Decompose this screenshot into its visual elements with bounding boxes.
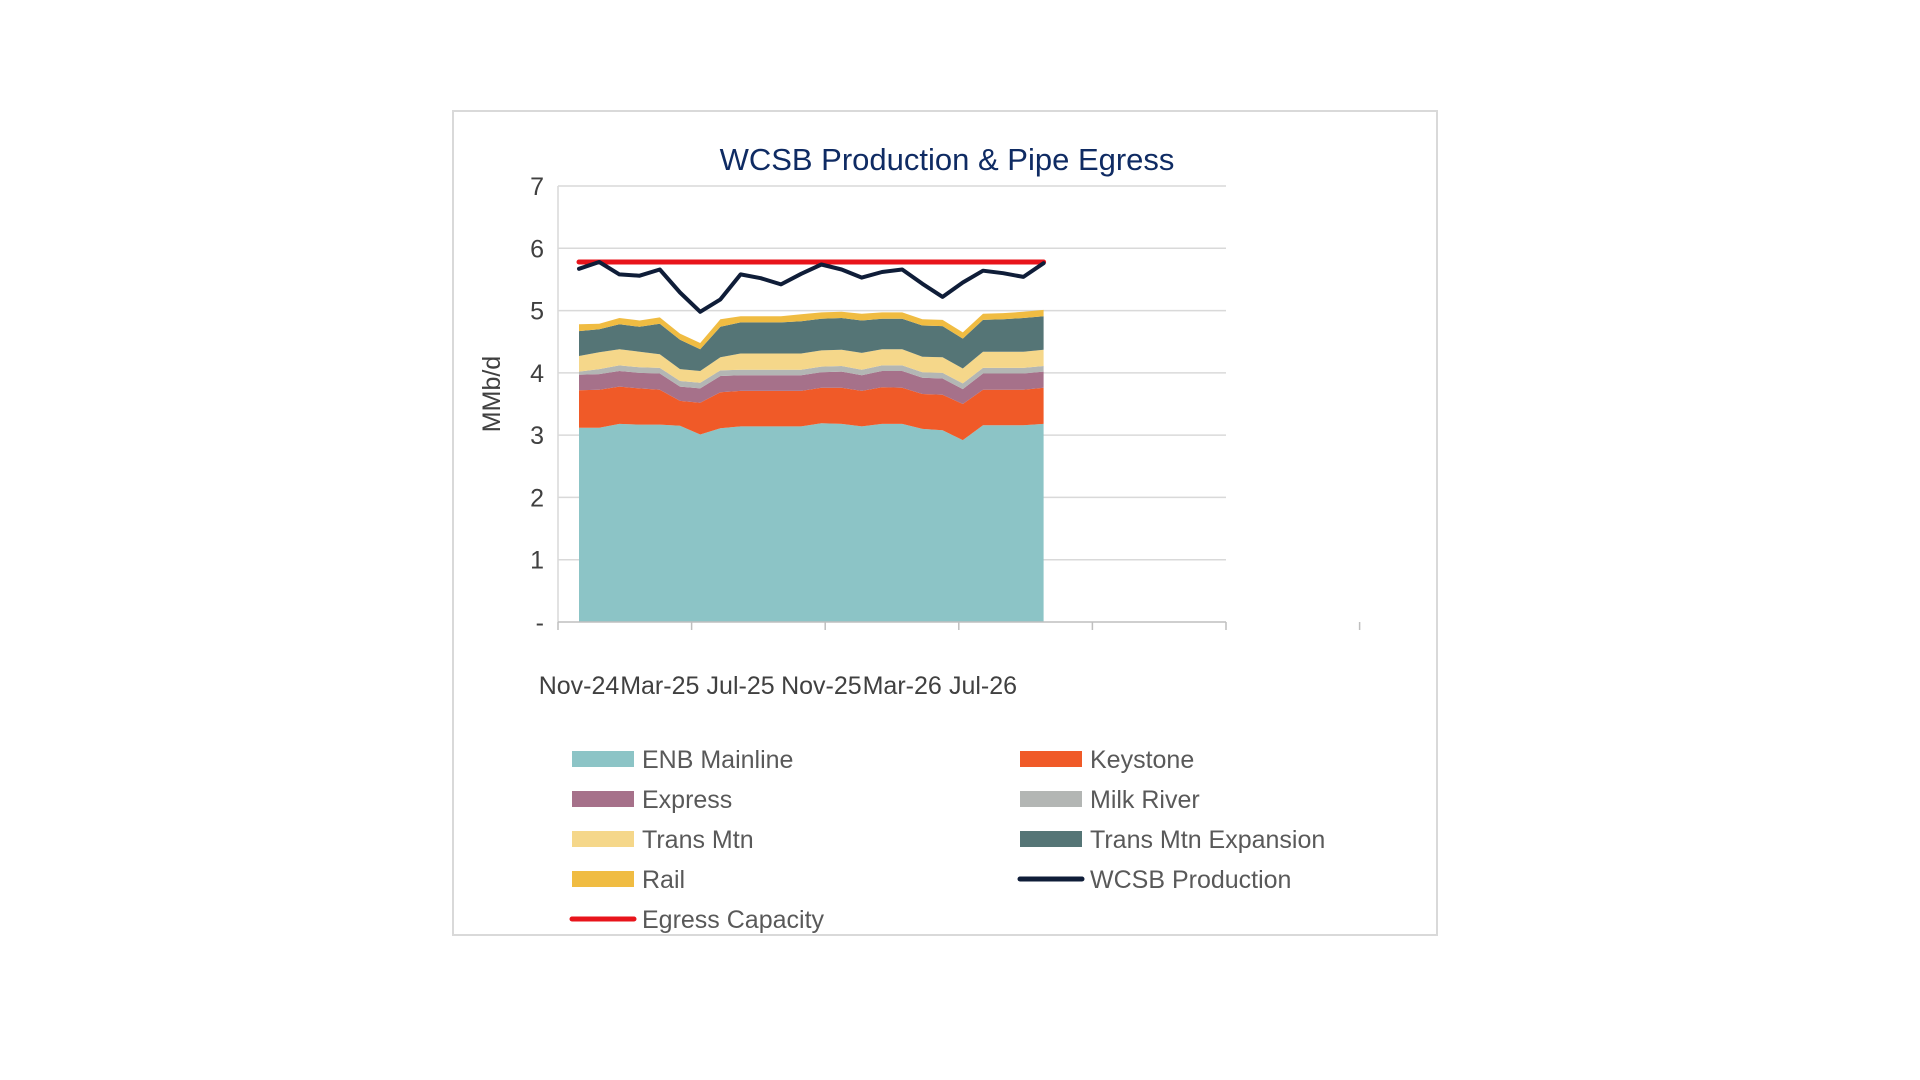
y-axis-label: MMb/d: [478, 356, 506, 432]
area-trans-mtn-expansion: [579, 316, 1044, 371]
legend-label-enb-mainline: ENB Mainline: [642, 746, 793, 774]
legend-swatch-enb-mainline: [572, 751, 634, 767]
axes: - 1 2 3 4 5 6 7 Nov-24 Mar-25 Jul-25 Nov-25 Mar-26 Ju…: [530, 173, 1361, 700]
y-tick-label: 1: [530, 547, 544, 575]
legend-label-keystone: Keystone: [1090, 746, 1194, 774]
line-wcsb-production: [577, 260, 1046, 314]
area-rail: [579, 309, 1044, 350]
legend-label-wcsb-production: WCSB Production: [1090, 866, 1291, 894]
area-express: [579, 371, 1044, 404]
x-tick-label: Nov-24: [539, 672, 620, 700]
chart-canvas: WCSB Production & Pipe Egress MMb/d - 1 2 3…: [478, 142, 1361, 934]
series-lines: [576, 259, 1047, 314]
legend-label-trans-mtn-expansion: Trans Mtn Expansion: [1090, 826, 1325, 854]
legend: ENB Mainline Keystone Express Milk River Tra…: [569, 746, 1325, 934]
legend-label-trans-mtn: Trans Mtn: [642, 826, 754, 854]
area-trans-mtn: [579, 349, 1044, 384]
x-tick-label: Jul-26: [949, 672, 1017, 700]
y-tick-label: 5: [530, 298, 544, 326]
y-tick-label: 4: [530, 360, 544, 388]
legend-label-egress-capacity: Egress Capacity: [642, 906, 825, 934]
legend-label-express: Express: [642, 786, 732, 814]
legend-swatch-rail: [572, 871, 634, 887]
x-tick-label: Nov-25: [781, 672, 862, 700]
legend-swatch-milk-river: [1020, 791, 1082, 807]
y-tick-label: 7: [530, 173, 544, 201]
stacked-areas: [579, 309, 1044, 622]
x-tick-label: Jul-25: [707, 672, 775, 700]
area-keystone: [579, 386, 1044, 441]
chart-title: WCSB Production & Pipe Egress: [720, 142, 1175, 177]
area-milk-river: [579, 365, 1044, 390]
legend-label-milk-river: Milk River: [1090, 786, 1200, 814]
y-tick-label: 2: [530, 484, 544, 512]
y-tick-label: 6: [530, 235, 544, 263]
y-tick-label: -: [536, 609, 544, 637]
legend-swatch-trans-mtn: [572, 831, 634, 847]
legend-swatch-express: [572, 791, 634, 807]
chart-frame: WCSB Production & Pipe Egress MMb/d - 1 2 3…: [452, 110, 1438, 936]
x-tick-label: Mar-26: [863, 672, 942, 700]
y-tick-label: 3: [530, 422, 544, 450]
legend-label-rail: Rail: [642, 866, 685, 894]
x-tick-label: Mar-25: [620, 672, 699, 700]
area-enb-mainline: [579, 423, 1044, 622]
legend-swatch-trans-mtn-expansion: [1020, 831, 1082, 847]
legend-swatch-keystone: [1020, 751, 1082, 767]
